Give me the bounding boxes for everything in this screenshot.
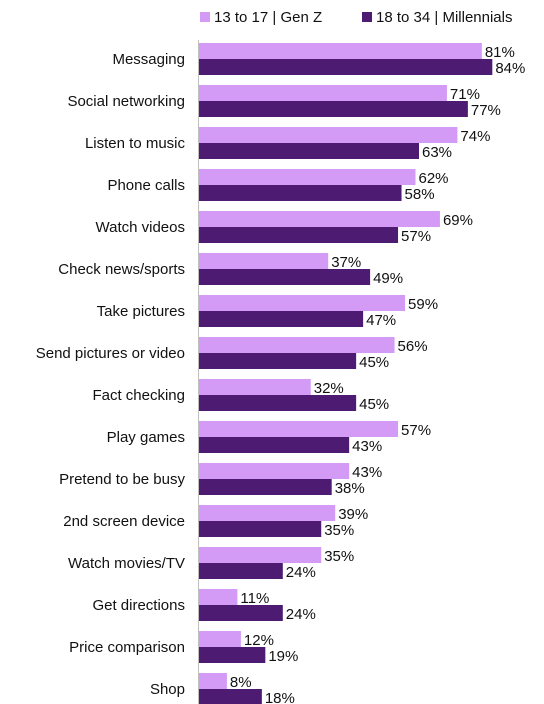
bar-take-pictures-series-2 bbox=[199, 311, 363, 327]
data-label-watch-videos-series-1: 69% bbox=[443, 212, 473, 229]
legend-label-1: 13 to 17 | Gen Z bbox=[214, 9, 322, 26]
data-label-check-news-sports-series-1: 37% bbox=[331, 254, 361, 271]
data-label-price-comparison-series-1: 12% bbox=[244, 632, 274, 649]
data-label-play-games-series-1: 57% bbox=[401, 422, 431, 439]
data-label-social-networking-series-2: 77% bbox=[471, 102, 501, 119]
bar-get-directions-series-1 bbox=[199, 589, 237, 605]
data-label-take-pictures-series-1: 59% bbox=[408, 296, 438, 313]
category-label-send-pictures-or-video: Send pictures or video bbox=[36, 345, 185, 362]
bar-social-networking-series-1 bbox=[199, 85, 447, 101]
bar-take-pictures-series-1 bbox=[199, 295, 405, 311]
bar-watch-videos-series-2 bbox=[199, 227, 398, 243]
bar-price-comparison-series-1 bbox=[199, 631, 241, 647]
category-label-price-comparison: Price comparison bbox=[69, 639, 185, 656]
data-label-fact-checking-series-1: 32% bbox=[314, 380, 344, 397]
category-label-play-games: Play games bbox=[107, 429, 185, 446]
bar-listen-to-music-series-2 bbox=[199, 143, 419, 159]
category-label-phone-calls: Phone calls bbox=[107, 177, 185, 194]
bar-pretend-to-be-busy-series-1 bbox=[199, 463, 349, 479]
bar-shop-series-1 bbox=[199, 673, 227, 689]
category-label-take-pictures: Take pictures bbox=[97, 303, 185, 320]
data-label-get-directions-series-1: 11% bbox=[240, 590, 269, 607]
data-label-phone-calls-series-1: 62% bbox=[419, 170, 449, 187]
data-label-messaging-series-1: 81% bbox=[485, 44, 515, 61]
category-label-listen-to-music: Listen to music bbox=[85, 135, 186, 152]
category-label-get-directions: Get directions bbox=[92, 597, 185, 614]
data-label-messaging-series-2: 84% bbox=[495, 60, 525, 77]
bar-shop-series-2 bbox=[199, 689, 262, 704]
bar-2nd-screen-device-series-1 bbox=[199, 505, 335, 521]
data-label-listen-to-music-series-1: 74% bbox=[460, 128, 490, 145]
category-label-messaging: Messaging bbox=[112, 51, 185, 68]
data-label-play-games-series-2: 43% bbox=[352, 438, 382, 455]
data-label-take-pictures-series-2: 47% bbox=[366, 312, 396, 329]
data-label-shop-series-2: 18% bbox=[265, 690, 295, 704]
bar-check-news-sports-series-1 bbox=[199, 253, 328, 269]
bar-get-directions-series-2 bbox=[199, 605, 283, 621]
data-label-check-news-sports-series-2: 49% bbox=[373, 270, 403, 287]
data-label-2nd-screen-device-series-2: 35% bbox=[324, 522, 354, 539]
data-label-watch-movies-tv-series-1: 35% bbox=[324, 548, 354, 565]
category-label-watch-videos: Watch videos bbox=[96, 219, 185, 236]
legend-swatch-1 bbox=[200, 12, 210, 22]
legend-swatch-2 bbox=[362, 12, 372, 22]
bar-social-networking-series-2 bbox=[199, 101, 468, 117]
bar-send-pictures-or-video-series-2 bbox=[199, 353, 356, 369]
data-label-fact-checking-series-2: 45% bbox=[359, 396, 389, 413]
category-label-fact-checking: Fact checking bbox=[92, 387, 185, 404]
bar-check-news-sports-series-2 bbox=[199, 269, 370, 285]
legend: 13 to 17 | Gen Z 18 to 34 | Millennials bbox=[200, 9, 512, 26]
bar-watch-movies-tv-series-2 bbox=[199, 563, 283, 579]
bar-send-pictures-or-video-series-1 bbox=[199, 337, 395, 353]
data-label-pretend-to-be-busy-series-2: 38% bbox=[335, 480, 365, 497]
bar-listen-to-music-series-1 bbox=[199, 127, 457, 143]
category-label-pretend-to-be-busy: Pretend to be busy bbox=[59, 471, 185, 488]
data-label-shop-series-1: 8% bbox=[230, 674, 252, 691]
data-label-price-comparison-series-2: 19% bbox=[268, 648, 298, 665]
bar-2nd-screen-device-series-2 bbox=[199, 521, 321, 537]
bar-play-games-series-2 bbox=[199, 437, 349, 453]
bar-pretend-to-be-busy-series-2 bbox=[199, 479, 332, 495]
bar-watch-videos-series-1 bbox=[199, 211, 440, 227]
bar-fact-checking-series-2 bbox=[199, 395, 356, 411]
category-label-shop: Shop bbox=[150, 681, 185, 698]
bar-phone-calls-series-1 bbox=[199, 169, 416, 185]
data-label-send-pictures-or-video-series-2: 45% bbox=[359, 354, 389, 371]
legend-label-2: 18 to 34 | Millennials bbox=[376, 9, 512, 26]
data-label-social-networking-series-1: 71% bbox=[450, 86, 480, 103]
category-label-social-networking: Social networking bbox=[67, 93, 185, 110]
category-label-2nd-screen-device: 2nd screen device bbox=[63, 513, 185, 530]
bar-play-games-series-1 bbox=[199, 421, 398, 437]
bar-watch-movies-tv-series-1 bbox=[199, 547, 321, 563]
data-label-listen-to-music-series-2: 63% bbox=[422, 144, 452, 161]
bar-messaging-series-1 bbox=[199, 43, 482, 59]
data-label-phone-calls-series-2: 58% bbox=[405, 186, 435, 203]
data-label-2nd-screen-device-series-1: 39% bbox=[338, 506, 368, 523]
data-label-pretend-to-be-busy-series-1: 43% bbox=[352, 464, 382, 481]
category-labels: Messaging Social networking Listen to musi… bbox=[36, 51, 186, 698]
bar-messaging-series-2 bbox=[199, 59, 492, 75]
category-label-watch-movies-tv: Watch movies/TV bbox=[68, 555, 185, 572]
data-label-get-directions-series-2: 24% bbox=[286, 606, 316, 623]
data-label-send-pictures-or-video-series-1: 56% bbox=[398, 338, 428, 355]
data-label-watch-movies-tv-series-2: 24% bbox=[286, 564, 316, 581]
data-label-watch-videos-series-2: 57% bbox=[401, 228, 431, 245]
bar-phone-calls-series-2 bbox=[199, 185, 402, 201]
bar-price-comparison-series-2 bbox=[199, 647, 265, 663]
category-label-check-news-sports: Check news/sports bbox=[58, 261, 185, 278]
bar-fact-checking-series-1 bbox=[199, 379, 311, 395]
